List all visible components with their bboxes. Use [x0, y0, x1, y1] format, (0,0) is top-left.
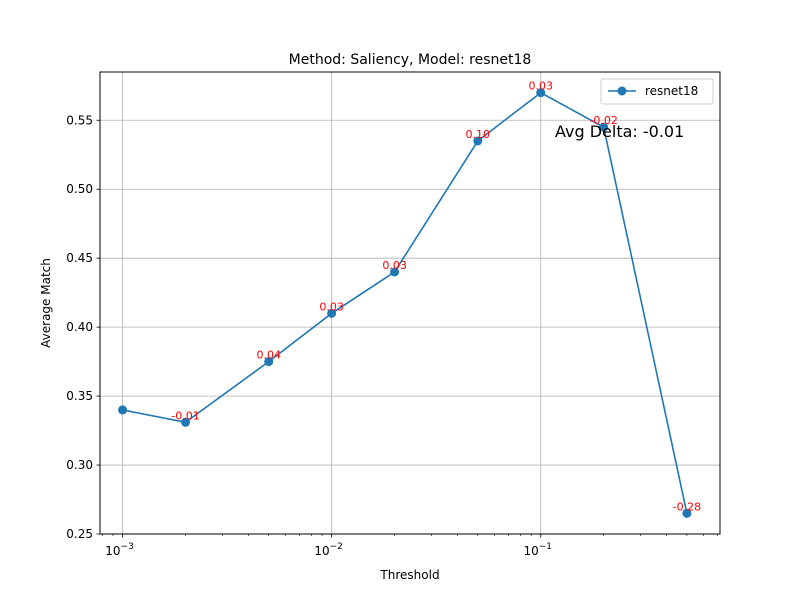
y-axis-label: Average Match [39, 258, 53, 348]
plot-area-frame [99, 71, 721, 535]
legend-marker-swatch [617, 86, 627, 96]
legend: resnet18 [600, 78, 714, 105]
delta-annotation: 0.10 [466, 128, 491, 141]
data-point [682, 508, 692, 518]
x-tick-base: 10 [314, 544, 329, 558]
chart-title: Method: Saliency, Model: resnet18 [289, 52, 532, 68]
y-tick-label: 0.50 [66, 182, 93, 196]
data-point [181, 417, 191, 427]
data-point [264, 357, 274, 367]
x-axis-label: Threshold [379, 568, 439, 582]
delta-annotation: -0.28 [673, 500, 701, 513]
x-tick-exponent: −2 [330, 542, 343, 552]
x-axis-ticks: 10−3 10−2 10−1 [101, 534, 718, 558]
y-tick-label: 0.25 [66, 527, 93, 541]
x-tick-label: 10−3 [105, 542, 134, 558]
delta-annotation: 0.03 [319, 300, 344, 313]
delta-annotation: -0.02 [589, 114, 617, 127]
y-tick-label: 0.55 [66, 113, 93, 127]
legend-box [600, 78, 714, 105]
x-tick-label: 10−1 [523, 542, 552, 558]
delta-annotation: 0.04 [256, 349, 281, 362]
y-tick-label: 0.35 [66, 389, 93, 403]
data-point [599, 122, 609, 132]
delta-annotation: 0.03 [382, 259, 407, 272]
avg-delta-text: Avg Delta: -0.01 [555, 122, 684, 141]
data-point [118, 405, 128, 415]
data-point [473, 136, 483, 146]
legend-entry-resnet18: resnet18 [645, 84, 698, 98]
data-point [536, 88, 546, 98]
y-tick-label: 0.40 [66, 320, 93, 334]
x-tick-exponent: −1 [539, 542, 552, 552]
delta-annotation: 0.03 [528, 80, 553, 93]
x-tick-label: 10−2 [314, 542, 343, 558]
grid [100, 72, 720, 535]
data-annotations: -0.01 0.04 0.03 0.03 0.10 0.03 -0.02 -0.28 [171, 80, 701, 514]
data-point [390, 267, 400, 277]
x-tick-exponent: −3 [121, 542, 134, 552]
data-point [327, 308, 337, 318]
y-tick-label: 0.30 [66, 458, 93, 472]
delta-annotation: -0.01 [171, 409, 199, 422]
x-tick-base: 10 [105, 544, 120, 558]
y-tick-label: 0.45 [66, 251, 93, 265]
series-markers [118, 88, 692, 518]
y-axis-ticks: 0.25 0.30 0.35 0.40 0.45 0.50 0.55 [66, 113, 100, 541]
x-tick-base: 10 [523, 544, 538, 558]
